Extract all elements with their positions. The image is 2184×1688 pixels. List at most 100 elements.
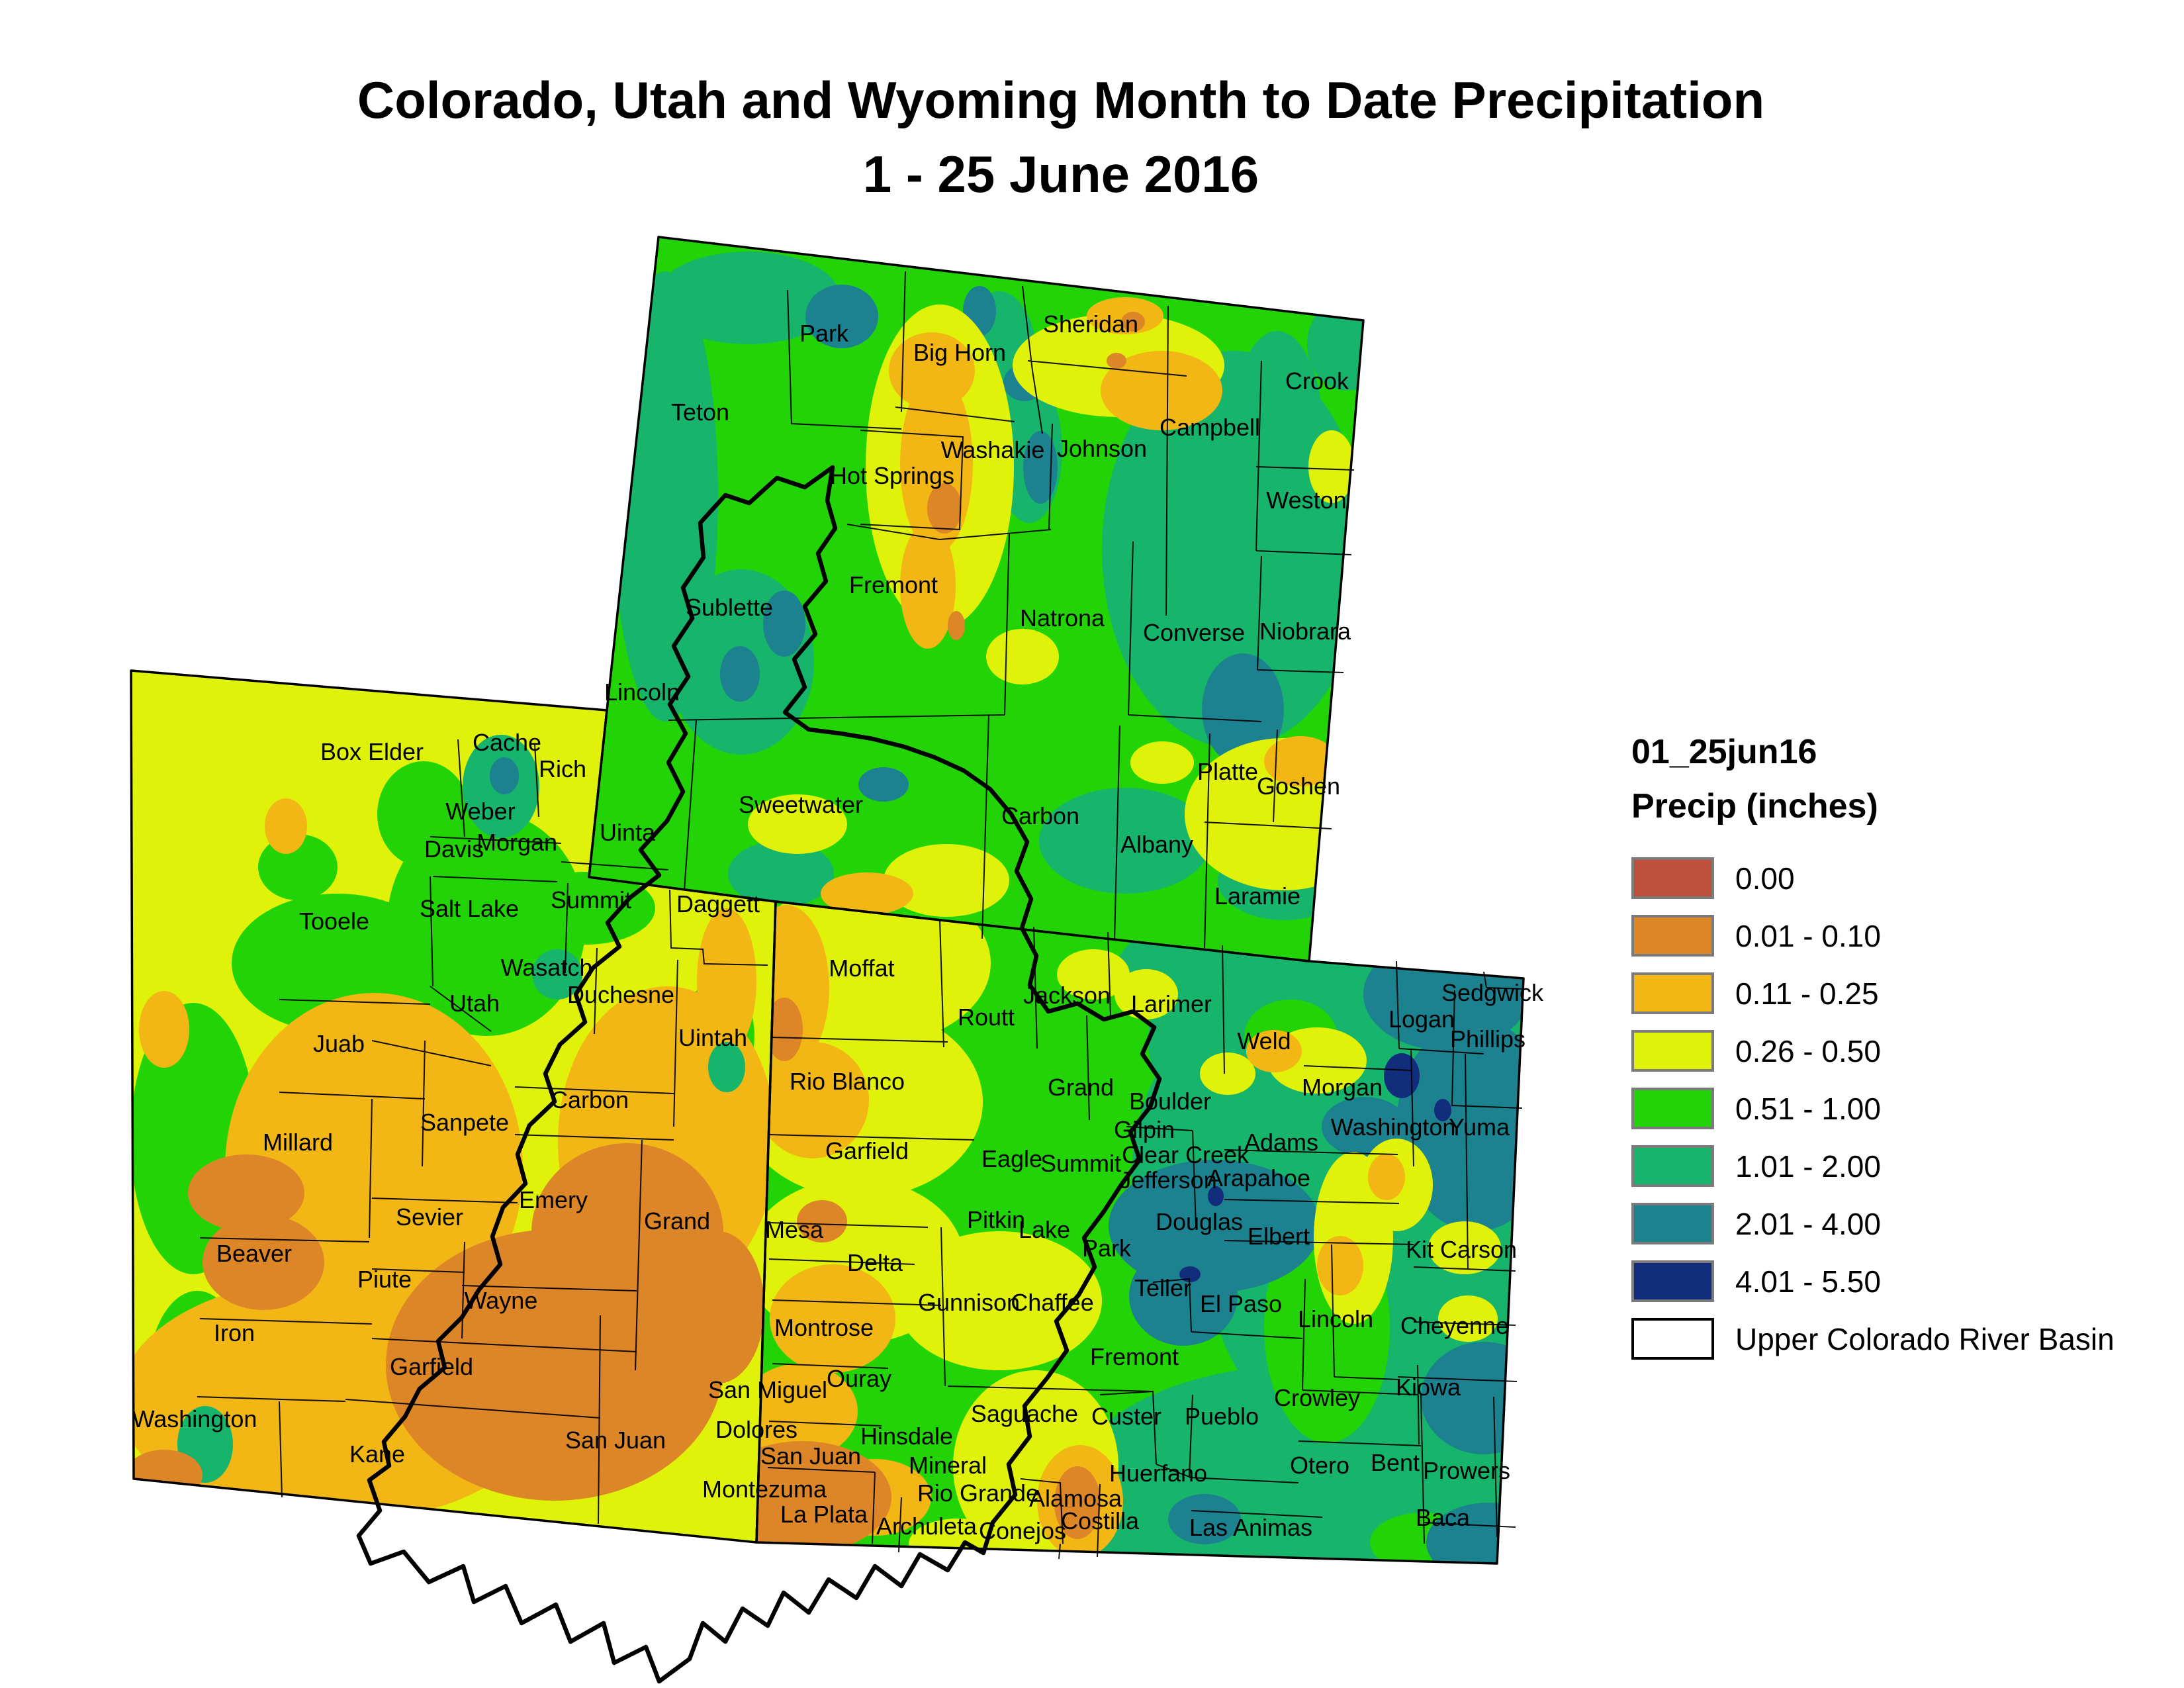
basin-swatch: [1631, 1318, 1714, 1360]
county-label: Morgan: [1302, 1074, 1383, 1101]
county-label: Kit Carson: [1406, 1236, 1517, 1263]
legend-item-label: 2.01 - 4.00: [1735, 1206, 1881, 1241]
county-label: La Plata: [780, 1501, 868, 1528]
county-label: Elbert: [1248, 1223, 1310, 1250]
county-label: Crook: [1285, 367, 1349, 395]
county-label: Dolores: [715, 1416, 797, 1443]
upper-colorado-river-basin-outline: [356, 465, 1162, 1684]
county-label: Sublette: [686, 594, 773, 621]
basin-label: Upper Colorado River Basin: [1735, 1321, 2115, 1356]
county-label: Davis: [424, 835, 484, 863]
legend-swatch: [1631, 1030, 1714, 1072]
county-labels: Park Big Horn Sheridan Crook Campbell Teton Wa…: [132, 310, 1544, 1544]
county-label: Mesa: [765, 1216, 824, 1243]
county-label: Goshen: [1257, 773, 1340, 800]
county-label: Iron: [214, 1319, 255, 1346]
legend-heading: 01_25jun16: [1631, 733, 1817, 771]
county-label: Summit: [551, 886, 631, 914]
county-label: Mineral: [909, 1452, 987, 1479]
county-label: Carbon: [551, 1086, 629, 1113]
county-label: El Paso: [1200, 1290, 1282, 1317]
county-label: Niobrara: [1259, 618, 1351, 645]
county-label: Laramie: [1214, 882, 1300, 910]
county-label: Montezuma: [702, 1476, 827, 1503]
county-label: Beaver: [216, 1240, 292, 1267]
county-label: Boulder: [1129, 1088, 1211, 1115]
county-label: Park: [1082, 1235, 1132, 1262]
county-label: Weston: [1266, 487, 1346, 514]
county-label: Arapahoe: [1207, 1164, 1310, 1192]
county-label: Teller: [1134, 1274, 1191, 1301]
page-title-line2: 1 - 25 June 2016: [862, 144, 1259, 203]
county-label: Gunnison: [918, 1289, 1020, 1316]
county-label: Fremont: [1090, 1343, 1179, 1370]
county-label: Baca: [1416, 1504, 1471, 1531]
county-label: Grand: [1048, 1074, 1114, 1101]
county-label: San Miguel: [708, 1376, 827, 1403]
county-label: Sedgwick: [1441, 979, 1544, 1006]
county-label: Jackson: [1023, 982, 1111, 1009]
county-labels-wyoming: Park Big Horn Sheridan Crook Campbell Teton Wa…: [600, 310, 1351, 910]
state-border-colorado: [755, 900, 1525, 1565]
county-label: Archuleta: [876, 1513, 978, 1540]
county-label: Daggett: [676, 890, 760, 917]
legend-swatch: [1631, 1203, 1714, 1244]
county-label: Adams: [1244, 1129, 1318, 1156]
state-colorado-fill: [756, 902, 1524, 1564]
county-label: Custer: [1091, 1403, 1161, 1430]
county-label: Sevier: [396, 1203, 463, 1231]
county-label: Rich: [539, 755, 586, 782]
legend-items: 0.00 0.01 - 0.10 0.11 - 0.25 0.26 - 0.50 0.5…: [1631, 857, 2134, 1303]
legend-item-label: 1.01 - 2.00: [1735, 1149, 1881, 1184]
county-label: Morgan: [477, 829, 557, 856]
legend-swatch: [1631, 1260, 1714, 1302]
county-label: Piute: [357, 1266, 412, 1293]
county-label: Kane: [349, 1440, 405, 1468]
county-label: Garfield: [390, 1353, 473, 1380]
county-label: Eagle: [981, 1145, 1042, 1172]
county-label: Clear Creek: [1122, 1141, 1250, 1168]
legend-item-label: 4.01 - 5.50: [1735, 1264, 1881, 1299]
county-label: Cheyenne: [1400, 1312, 1509, 1339]
county-label: Chaffee: [1011, 1289, 1093, 1316]
county-label: Logan: [1388, 1006, 1455, 1033]
legend-item-label: 0.01 - 0.10: [1735, 918, 1881, 953]
legend-item-label: 0.00: [1735, 861, 1795, 896]
county-label: San Juan: [565, 1427, 666, 1454]
county-label: Moffat: [829, 955, 894, 982]
county-label: Big Horn: [913, 339, 1006, 366]
county-label: Pueblo: [1185, 1403, 1259, 1430]
legend-swatch: [1631, 1088, 1714, 1129]
county-label: Duchesne: [567, 981, 674, 1008]
county-label: Las Animas: [1189, 1514, 1312, 1541]
county-label: Gilpin: [1114, 1116, 1175, 1143]
legend-item-4: 0.51 - 1.00: [1631, 1087, 2134, 1130]
county-label: Alamosa: [1029, 1485, 1122, 1512]
county-label: Kiowa: [1396, 1374, 1461, 1401]
legend-item-5: 1.01 - 2.00: [1631, 1145, 2134, 1188]
county-label: Box Elder: [320, 738, 424, 765]
county-label: Weber: [445, 798, 515, 825]
county-label: Millard: [263, 1129, 333, 1156]
legend-item-0: 0.00: [1631, 857, 2134, 900]
county-label: Yuma: [1449, 1113, 1510, 1141]
legend-item-label: 0.26 - 0.50: [1735, 1033, 1881, 1068]
legend-item-3: 0.26 - 0.50: [1631, 1029, 2134, 1072]
county-label: Sweetwater: [739, 791, 863, 818]
county-label: Converse: [1143, 619, 1245, 646]
county-label: Douglas: [1156, 1208, 1243, 1235]
county-label: Lincoln: [1298, 1305, 1373, 1333]
county-label: Hinsdale: [860, 1423, 953, 1450]
county-label: Salt Lake: [420, 895, 519, 922]
county-label: Platte: [1197, 758, 1258, 785]
legend-swatch: [1631, 1145, 1714, 1187]
legend: 01_25jun16 Precip (inches) 0.00 0.01 - 0.…: [1631, 732, 2134, 1375]
legend-subheading: Precip (inches): [1631, 787, 1878, 825]
county-label: Jefferson: [1119, 1166, 1216, 1194]
county-label: Wasatch: [501, 954, 593, 981]
page-title: Colorado, Utah and Wyoming Month to Date…: [0, 64, 2122, 211]
county-label: Grand: [644, 1207, 710, 1235]
county-label: Emery: [519, 1186, 588, 1213]
county-label: Hot Springs: [830, 462, 954, 489]
